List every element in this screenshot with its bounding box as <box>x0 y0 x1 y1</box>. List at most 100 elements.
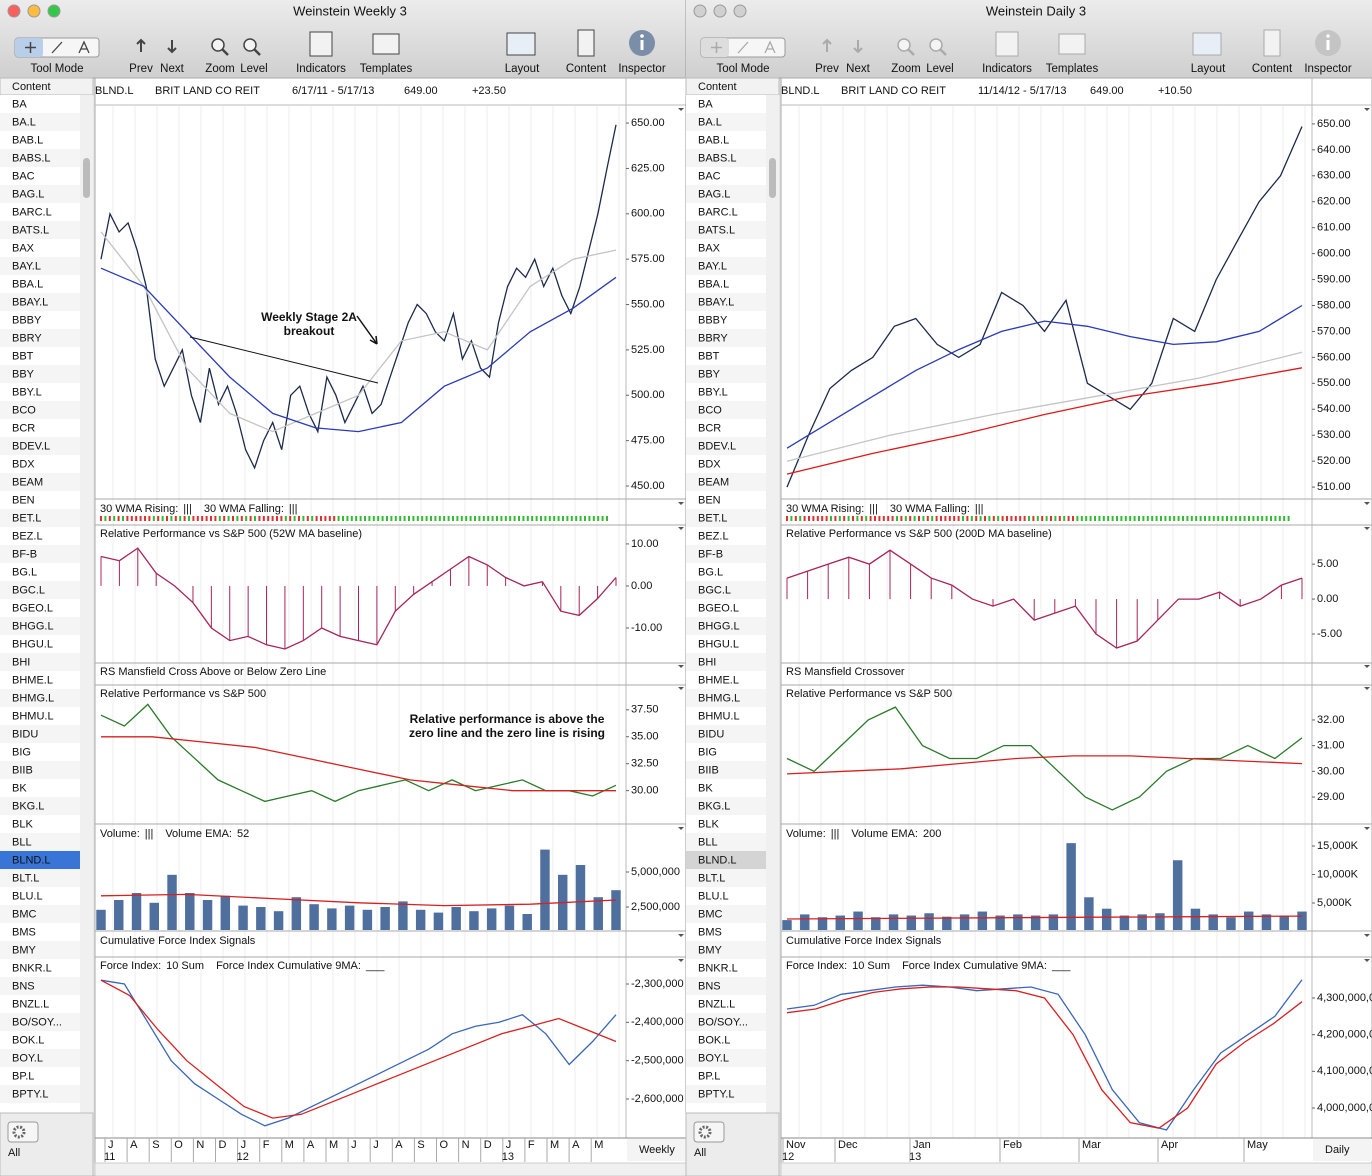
symbol-row[interactable] <box>686 887 766 905</box>
symbol-row[interactable] <box>686 1049 766 1067</box>
symbol-row[interactable] <box>686 1085 766 1103</box>
symbol-row[interactable] <box>686 437 766 455</box>
symbol-row[interactable] <box>0 545 80 563</box>
scrollbar-thumb[interactable] <box>769 158 776 198</box>
panel-menu[interactable] <box>1364 934 1370 937</box>
symbol-row[interactable] <box>686 149 766 167</box>
symbol-row[interactable] <box>686 491 766 509</box>
window-button[interactable] <box>7 4 21 18</box>
symbol-row[interactable] <box>686 653 766 671</box>
symbol-row[interactable] <box>0 833 80 851</box>
symbol-row[interactable] <box>686 617 766 635</box>
window-button[interactable] <box>27 4 41 18</box>
symbol-row[interactable] <box>686 455 766 473</box>
symbol-row[interactable] <box>0 527 80 545</box>
toolbar-label[interactable]: Prev <box>815 63 839 75</box>
symbol-row[interactable] <box>0 941 80 959</box>
symbol-row[interactable] <box>686 509 766 527</box>
toolbar-label[interactable]: Next <box>846 63 870 75</box>
symbol-row[interactable] <box>0 491 80 509</box>
toolbar-label[interactable]: Indicators <box>982 63 1032 75</box>
symbol-row[interactable] <box>686 851 766 869</box>
panel-menu[interactable] <box>1364 502 1370 505</box>
symbol-row[interactable] <box>0 743 80 761</box>
symbol-row[interactable] <box>686 941 766 959</box>
symbol-row[interactable] <box>0 419 80 437</box>
symbol-row[interactable] <box>686 401 766 419</box>
window-button[interactable] <box>47 4 61 18</box>
symbol-row[interactable] <box>0 599 80 617</box>
symbol-row[interactable] <box>0 617 80 635</box>
symbol-row[interactable] <box>0 923 80 941</box>
toolbar-label[interactable]: Layout <box>505 63 540 75</box>
symbol-row[interactable] <box>0 1031 80 1049</box>
symbol-row[interactable] <box>686 311 766 329</box>
symbol-row[interactable] <box>686 833 766 851</box>
panel-menu[interactable] <box>1364 959 1370 962</box>
symbol-row[interactable] <box>0 311 80 329</box>
symbol-row[interactable] <box>686 347 766 365</box>
symbol-row[interactable] <box>686 545 766 563</box>
symbol-row[interactable] <box>686 995 766 1013</box>
panel-menu[interactable] <box>678 665 684 668</box>
toolbar-label[interactable]: Templates <box>360 63 413 75</box>
symbol-row[interactable] <box>0 689 80 707</box>
panel-menu[interactable] <box>1364 108 1370 111</box>
toolbar-label[interactable]: Zoom <box>205 63 234 75</box>
symbol-row[interactable] <box>686 689 766 707</box>
symbol-row[interactable] <box>0 95 80 113</box>
panel-menu[interactable] <box>1364 527 1370 530</box>
toolbar-label[interactable]: Tool Mode <box>30 63 83 75</box>
symbol-row[interactable] <box>0 653 80 671</box>
panel-menu[interactable] <box>678 827 684 830</box>
panel-menu[interactable] <box>1364 827 1370 830</box>
symbol-row[interactable] <box>0 635 80 653</box>
symbol-row[interactable] <box>686 563 766 581</box>
symbol-row[interactable] <box>0 149 80 167</box>
symbol-row[interactable] <box>0 1013 80 1031</box>
symbol-row[interactable] <box>0 977 80 995</box>
symbol-row[interactable] <box>0 851 80 869</box>
toolbar-label[interactable]: Level <box>926 63 954 75</box>
symbol-row[interactable] <box>0 797 80 815</box>
symbol-row[interactable] <box>686 905 766 923</box>
toolbar-label[interactable]: Tool Mode <box>716 63 769 75</box>
symbol-row[interactable] <box>0 239 80 257</box>
symbol-row[interactable] <box>0 779 80 797</box>
symbol-row[interactable] <box>0 1067 80 1085</box>
toolbar-label[interactable]: Next <box>160 63 184 75</box>
symbol-row[interactable] <box>686 1067 766 1085</box>
toolbar-label[interactable]: Zoom <box>891 63 920 75</box>
symbol-row[interactable] <box>0 1085 80 1103</box>
symbol-row[interactable] <box>686 167 766 185</box>
symbol-row[interactable] <box>686 221 766 239</box>
symbol-row[interactable] <box>0 437 80 455</box>
symbol-row[interactable] <box>0 725 80 743</box>
symbol-row[interactable] <box>0 509 80 527</box>
symbol-row[interactable] <box>0 887 80 905</box>
symbol-row[interactable] <box>0 293 80 311</box>
panel-menu[interactable] <box>678 527 684 530</box>
symbol-row[interactable] <box>0 1049 80 1067</box>
toolbar-label[interactable]: Level <box>240 63 268 75</box>
symbol-row[interactable] <box>686 707 766 725</box>
toolbar-label[interactable]: Indicators <box>296 63 346 75</box>
symbol-row[interactable] <box>686 239 766 257</box>
symbol-row[interactable] <box>686 923 766 941</box>
window-button[interactable] <box>733 4 747 18</box>
symbol-row[interactable] <box>0 329 80 347</box>
symbol-row[interactable] <box>0 959 80 977</box>
symbol-row[interactable] <box>686 257 766 275</box>
panel-menu[interactable] <box>678 502 684 505</box>
symbol-row[interactable] <box>686 473 766 491</box>
symbol-row[interactable] <box>0 383 80 401</box>
symbol-row[interactable] <box>0 455 80 473</box>
symbol-row[interactable] <box>686 761 766 779</box>
symbol-row[interactable] <box>686 779 766 797</box>
symbol-row[interactable] <box>0 563 80 581</box>
symbol-row[interactable] <box>0 707 80 725</box>
panel-menu[interactable] <box>1364 665 1370 668</box>
window-button[interactable] <box>713 4 727 18</box>
symbol-row[interactable] <box>686 527 766 545</box>
symbol-row[interactable] <box>0 131 80 149</box>
